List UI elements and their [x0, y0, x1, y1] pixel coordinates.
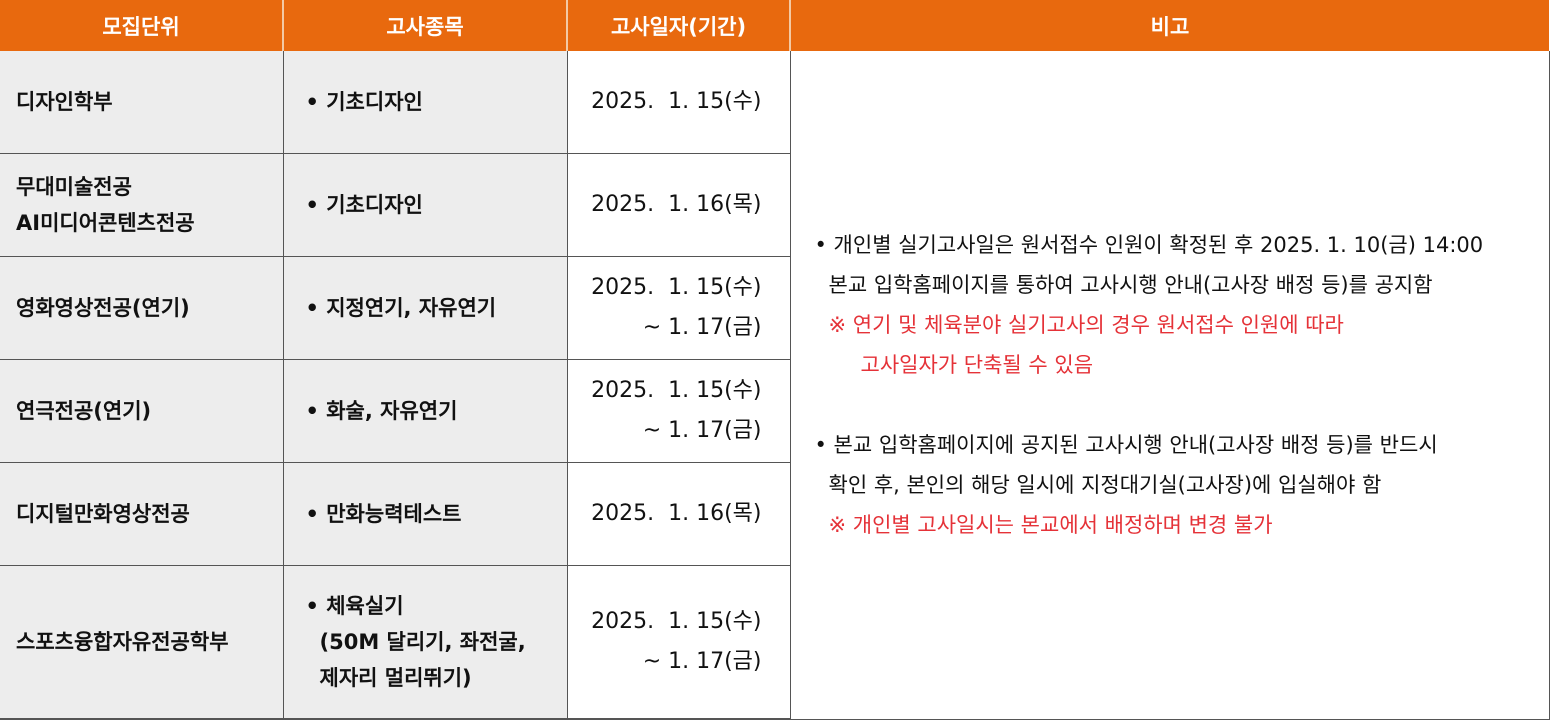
subject-text: • 기초디자인 — [305, 193, 423, 217]
note-p2-line1: • 본교 입학홈페이지에 공지된 고사시행 안내(고사장 배정 등)를 반드시 — [814, 432, 1438, 457]
date-text: 2025. 1. 16(목) — [591, 501, 762, 526]
unit-text: 스포츠융합자유전공학부 — [16, 630, 229, 654]
subject-text-detail: 제자리 멀리뛰기) — [319, 666, 472, 690]
date-cell: 2025. 1. 15(수) — [567, 51, 791, 154]
table-row: 영화영상전공(연기) • 지정연기, 자유연기 2025. 1. 15(수) ~… — [0, 256, 1549, 360]
subject-cell: • 만화능력테스트 — [283, 462, 568, 566]
table-row: 무대미술전공 AI미디어콘텐츠전공 • 기초디자인 2025. 1. 16(목) — [0, 153, 1549, 257]
subject-text: • 기초디자인 — [305, 90, 423, 114]
unit-cell: 연극전공(연기) — [0, 359, 284, 463]
date-text: 2025. 1. 15(수) — [591, 89, 762, 114]
subject-text: • 지정연기, 자유연기 — [305, 296, 497, 320]
unit-text: 디지털만화영상전공 — [16, 502, 190, 526]
header-unit: 모집단위 — [0, 0, 284, 51]
unit-cell: 디자인학부 — [0, 51, 284, 154]
subject-cell: • 기초디자인 — [283, 153, 568, 257]
note-p2-red1: ※ 개인별 고사일시는 본교에서 배정하며 변경 불가 — [828, 512, 1273, 537]
date-text: 2025. 1. 15(수) — [591, 609, 762, 634]
unit-text: 무대미술전공 — [16, 175, 132, 199]
date-cell: 2025. 1. 15(수) ~ 1. 17(금) — [567, 565, 791, 720]
subject-cell: • 화술, 자유연기 — [283, 359, 568, 463]
note-gap — [815, 385, 1549, 425]
date-cell: 2025. 1. 15(수) ~ 1. 17(금) — [567, 359, 791, 463]
subject-text: • 만화능력테스트 — [305, 502, 462, 526]
date-text: 2025. 1. 16(목) — [591, 192, 762, 217]
subject-text: • 체육실기 — [305, 594, 404, 618]
subject-text: • 화술, 자유연기 — [305, 399, 458, 423]
date-range-end: ~ 1. 17(금) — [642, 315, 762, 340]
note-p1-red1: ※ 연기 및 체육분야 실기고사의 경우 원서접수 인원에 따라 — [828, 312, 1344, 337]
date-range-end: ~ 1. 17(금) — [642, 649, 762, 674]
unit-cell: 영화영상전공(연기) — [0, 256, 284, 360]
date-cell: 2025. 1. 15(수) ~ 1. 17(금) — [567, 256, 791, 360]
header-note: 비고 — [790, 0, 1549, 51]
date-range-end: ~ 1. 17(금) — [642, 418, 762, 443]
header-subject: 고사종목 — [283, 0, 568, 51]
subject-cell: • 지정연기, 자유연기 — [283, 256, 568, 360]
date-text: 2025. 1. 15(수) — [591, 275, 762, 300]
note-p1-red2: 고사일자가 단축될 수 있음 — [860, 352, 1094, 377]
unit-text: 디자인학부 — [16, 90, 113, 114]
date-cell: 2025. 1. 16(목) — [567, 462, 791, 566]
note-p2-line2: 확인 후, 본인의 해당 일시에 지정대기실(고사장)에 입실해야 함 — [828, 472, 1382, 497]
unit-text: 영화영상전공(연기) — [16, 296, 190, 320]
date-text: 2025. 1. 15(수) — [591, 378, 762, 403]
table-row: 스포츠융합자유전공학부 • 체육실기 (50M 달리기, 좌전굴, 제자리 멀리… — [0, 565, 1549, 720]
date-cell: 2025. 1. 16(목) — [567, 153, 791, 257]
note-p1-line1: • 개인별 실기고사일은 원서접수 인원이 확정된 후 2025. 1. 10(… — [814, 232, 1484, 257]
unit-cell: 디지털만화영상전공 — [0, 462, 284, 566]
unit-cell: 무대미술전공 AI미디어콘텐츠전공 — [0, 153, 284, 257]
note-cell: • 개인별 실기고사일은 원서접수 인원이 확정된 후 2025. 1. 10(… — [790, 51, 1550, 720]
unit-text: AI미디어콘텐츠전공 — [16, 211, 195, 235]
table-row: 디자인학부 • 기초디자인 2025. 1. 15(수) • 개인별 실기고사일… — [0, 51, 1550, 720]
subject-cell: • 체육실기 (50M 달리기, 좌전굴, 제자리 멀리뛰기) — [283, 565, 568, 720]
subject-text-detail: (50M 달리기, 좌전굴, — [319, 630, 526, 654]
table-row: 연극전공(연기) • 화술, 자유연기 2025. 1. 15(수) ~ 1. … — [0, 359, 1549, 463]
unit-cell: 스포츠융합자유전공학부 — [0, 565, 284, 720]
subject-cell: • 기초디자인 — [283, 51, 568, 154]
table-row: 디지털만화영상전공 • 만화능력테스트 2025. 1. 16(목) — [0, 462, 1549, 566]
header-date: 고사일자(기간) — [567, 0, 791, 51]
unit-text: 연극전공(연기) — [16, 399, 152, 423]
note-p1-line2: 본교 입학홈페이지를 통하여 고사시행 안내(고사장 배정 등)를 공지함 — [828, 272, 1433, 297]
header-row: 모집단위 고사종목 고사일자(기간) 비고 — [0, 0, 1549, 51]
